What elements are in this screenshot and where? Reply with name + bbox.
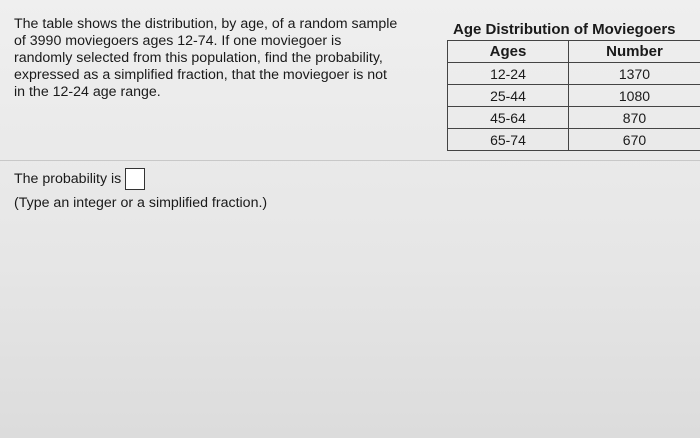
table-row: 25-44 1080 [447,84,700,107]
answer-input[interactable] [125,168,146,190]
header-cell: Number [567,40,700,63]
age-cell: 65-74 [447,128,569,151]
table-row: 65-74 670 [447,128,700,151]
question-line: in the 12-24 age range. [14,84,161,100]
header-cell: Ages [447,40,569,63]
data-table: Ages Number 12-24 1370 25-44 1080 45-64 870 65… [447,40,700,151]
question-line: expressed as a simplified fraction, that… [14,67,388,83]
answer-prompt: The probability is [14,171,122,187]
number-cell: 870 [567,106,700,129]
number-cell: 1370 [567,62,700,85]
question-line: randomly selected from this population, … [14,50,383,66]
answer-row: The probability is [14,168,146,190]
question-line: The table shows the distribution, by age… [14,16,398,32]
number-cell: 1080 [567,84,700,107]
question-line: of 3990 moviegoers ages 12-74. If one mo… [14,33,342,49]
header-row: Ages Number [447,40,700,63]
table-title: Age Distribution of Moviegoers [453,21,676,38]
answer-hint: (Type an integer or a simplified fractio… [14,195,268,211]
age-cell: 45-64 [447,106,569,129]
age-cell: 25-44 [447,84,569,107]
separator [0,160,700,161]
table-row: 45-64 870 [447,106,700,129]
table-panel: Age Distribution of Moviegoers Ages Numb… [447,20,700,151]
age-cell: 12-24 [447,62,569,85]
number-cell: 670 [567,128,700,151]
table-row: 12-24 1370 [447,62,700,85]
question: The table shows the distribution, by age… [14,16,446,101]
